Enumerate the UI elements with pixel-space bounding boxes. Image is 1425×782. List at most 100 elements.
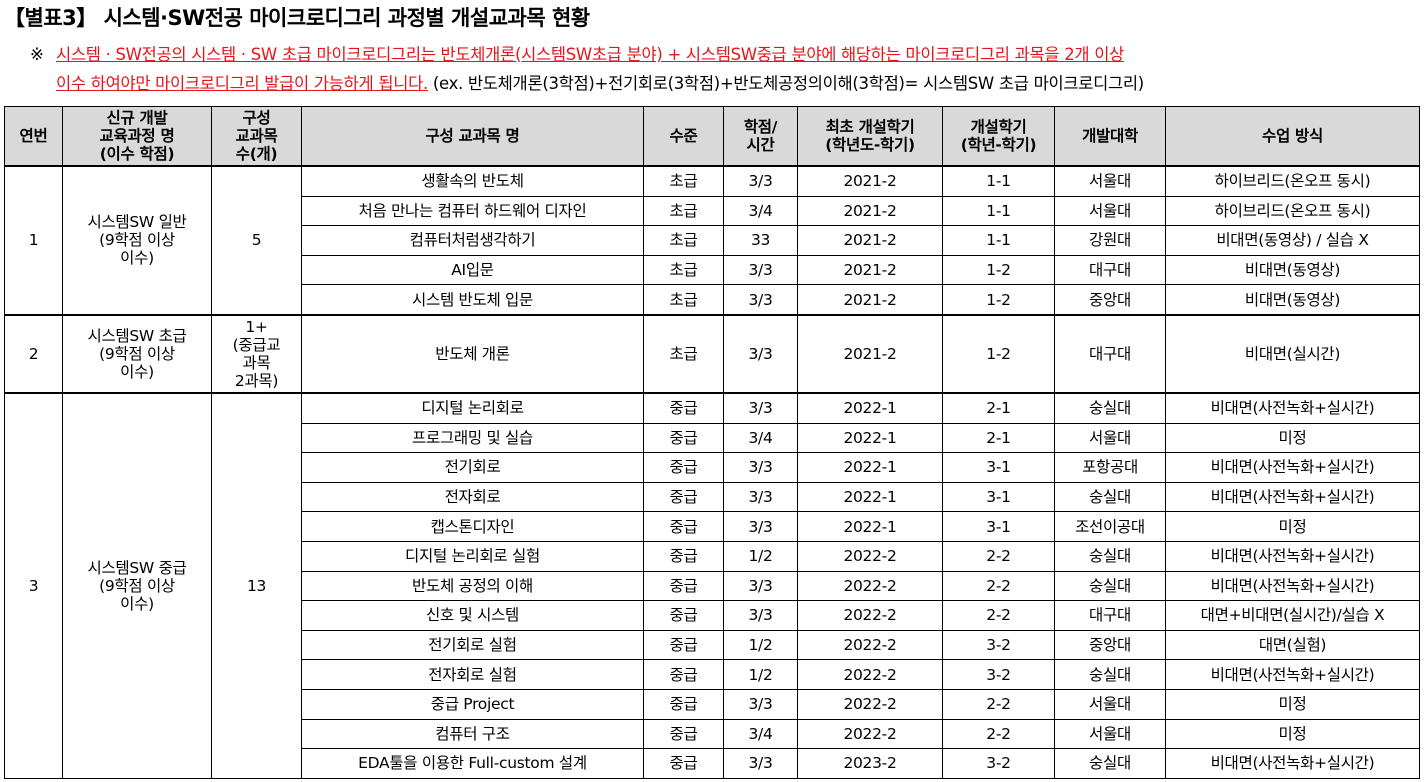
- page-title: 【별표3】 시스템·SW전공 마이크로디그리 과정별 개설교과목 현황: [4, 6, 590, 30]
- course-name: 시스템 반도체 입문: [301, 284, 644, 316]
- credits-hours: 1/2: [723, 629, 798, 661]
- class-method: 하이브리드(온오프 동시): [1165, 165, 1420, 197]
- credits-hours: 3/3: [723, 284, 798, 316]
- credits-hours: 3/3: [723, 313, 798, 394]
- level: 중급: [643, 688, 724, 720]
- first-semester: 2022-1: [797, 452, 943, 483]
- semester: 3-1: [942, 481, 1055, 513]
- column-header: 수업 방식: [1165, 106, 1420, 167]
- level: 중급: [643, 452, 724, 483]
- level: 초급: [643, 165, 724, 197]
- notice: ※ 시스템 · SW전공의 시스템 · SW 초급 마이크로디그리는 반도체개론(…: [30, 40, 1420, 98]
- class-method: 비대면(사전녹화+실시간): [1165, 659, 1420, 690]
- header-row: 연번 신규 개발 교육과정 명 (이수 학점) 구성 교과목 수(개) 구성 교과목 …: [4, 106, 1420, 167]
- level: 중급: [643, 511, 724, 542]
- semester: 1-1: [942, 195, 1055, 227]
- table-row: 신호 및 시스템 중급 3/3 2022-2 2-2 대구대 대면+비대면(실시간)/실습 …: [5, 600, 1420, 631]
- course-name: 디지털 논리회로 실험: [301, 540, 644, 572]
- semester: 1-2: [942, 313, 1055, 394]
- first-semester: 2021-2: [797, 284, 943, 316]
- class-method: 미정: [1165, 422, 1420, 454]
- class-method: 비대면(사전녹화+실시간): [1165, 391, 1420, 424]
- university: 서울대: [1054, 195, 1166, 227]
- first-semester: 2021-2: [797, 313, 943, 394]
- first-semester: 2022-2: [797, 688, 943, 720]
- first-semester: 2021-2: [797, 225, 943, 256]
- university: 대구대: [1054, 600, 1166, 631]
- course-name: 디지털 논리회로: [301, 391, 644, 424]
- level: 중급: [643, 659, 724, 690]
- course-name: 캡스톤디자인: [301, 511, 644, 542]
- class-method: 미정: [1165, 688, 1420, 720]
- column-header: 학점/ 시간: [723, 106, 798, 167]
- class-method: 비대면(사전녹화+실시간): [1165, 570, 1420, 602]
- semester: 3-1: [942, 452, 1055, 483]
- level: 중급: [643, 570, 724, 602]
- semester: 2-2: [942, 600, 1055, 631]
- reference-mark: ※: [30, 45, 44, 64]
- first-semester: 2021-2: [797, 254, 943, 286]
- credits-hours: 1/2: [723, 659, 798, 690]
- first-semester: 2022-1: [797, 422, 943, 454]
- credits-hours: 3/4: [723, 422, 798, 454]
- row-number: 2: [4, 313, 63, 394]
- semester: 1-2: [942, 284, 1055, 316]
- credits-hours: 3/4: [723, 195, 798, 227]
- column-header: 연번: [4, 106, 63, 167]
- credits-hours: 3/3: [723, 600, 798, 631]
- table-row: 2 시스템SW 초급 (9학점 이상 이수) 1+ (중급교 과목 2과목) 반도체 …: [4, 313, 1420, 394]
- course-name: 생활속의 반도체: [301, 165, 644, 197]
- semester: 1-2: [942, 254, 1055, 286]
- course-name: 프로그래밍 및 실습: [301, 422, 644, 454]
- course-count: 13: [211, 391, 302, 779]
- column-header: 신규 개발 교육과정 명 (이수 학점): [62, 106, 212, 167]
- university: 조선이공대: [1054, 511, 1166, 542]
- level: 초급: [643, 284, 724, 316]
- course-count: 1+ (중급교 과목 2과목): [211, 313, 302, 394]
- class-method: 비대면(동영상) / 실습 X: [1165, 225, 1420, 256]
- semester: 2-2: [942, 718, 1055, 750]
- level: 중급: [643, 540, 724, 572]
- level: 중급: [643, 391, 724, 424]
- program-name: 시스템SW 중급 (9학점 이상 이수): [62, 391, 212, 779]
- table-row: 디지털 논리회로 실험 중급 1/2 2022-2 2-2 숭실대 비대면(사전녹화+실시간…: [5, 540, 1420, 572]
- course-name: 전자회로 실험: [301, 659, 644, 690]
- university: 숭실대: [1054, 748, 1166, 779]
- table-row: 1 시스템SW 일반 (9학점 이상 이수) 5 생활속의 반도체 초급 3/3 2021-…: [4, 165, 1420, 316]
- class-method: 비대면(사전녹화+실시간): [1165, 748, 1420, 779]
- level: 초급: [643, 195, 724, 227]
- course-name: 반도체 공정의 이해: [301, 570, 644, 602]
- table-row: 반도체 공정의 이해 중급 3/3 2022-2 2-2 숭실대 비대면(사전녹화+실시간): [5, 570, 1420, 602]
- university: 대구대: [1054, 313, 1166, 394]
- course-name: 반도체 개론: [301, 313, 644, 394]
- course-name: 전자회로: [301, 481, 644, 513]
- column-header: 개설학기 (학년-학기): [942, 106, 1055, 167]
- semester: 3-2: [942, 659, 1055, 690]
- credits-hours: 3/3: [723, 688, 798, 720]
- notice-red-line2: 이수 하여야만 마이크로디그리 발급이 가능하게 됩니다.: [56, 74, 428, 93]
- university: 서울대: [1054, 422, 1166, 454]
- semester: 2-1: [942, 391, 1055, 424]
- course-name: 신호 및 시스템: [301, 600, 644, 631]
- notice-example: (ex. 반도체개론(3학점)+전기회로(3학점)+반도체공정의이해(3학점)=…: [427, 74, 1144, 93]
- credits-hours: 33: [723, 225, 798, 256]
- first-semester: 2022-1: [797, 391, 943, 424]
- semester: 2-2: [942, 540, 1055, 572]
- credits-hours: 3/3: [723, 452, 798, 483]
- level: 중급: [643, 718, 724, 750]
- university: 포항공대: [1054, 452, 1166, 483]
- column-header: 개발대학: [1054, 106, 1166, 167]
- first-semester: 2022-2: [797, 629, 943, 661]
- level: 중급: [643, 748, 724, 779]
- university: 숭실대: [1054, 540, 1166, 572]
- class-method: 비대면(동영상): [1165, 254, 1420, 286]
- class-method: 비대면(사전녹화+실시간): [1165, 481, 1420, 513]
- credits-hours: 3/3: [723, 481, 798, 513]
- semester: 2-2: [942, 688, 1055, 720]
- course-count: 5: [211, 165, 302, 316]
- column-header: 구성 교과목 수(개): [211, 106, 302, 167]
- first-semester: 2022-1: [797, 481, 943, 513]
- semester: 2-1: [942, 422, 1055, 454]
- table-row: 전자회로 실험 중급 1/2 2022-2 3-2 숭실대 비대면(사전녹화+실시간): [5, 659, 1420, 690]
- university: 강원대: [1054, 225, 1166, 256]
